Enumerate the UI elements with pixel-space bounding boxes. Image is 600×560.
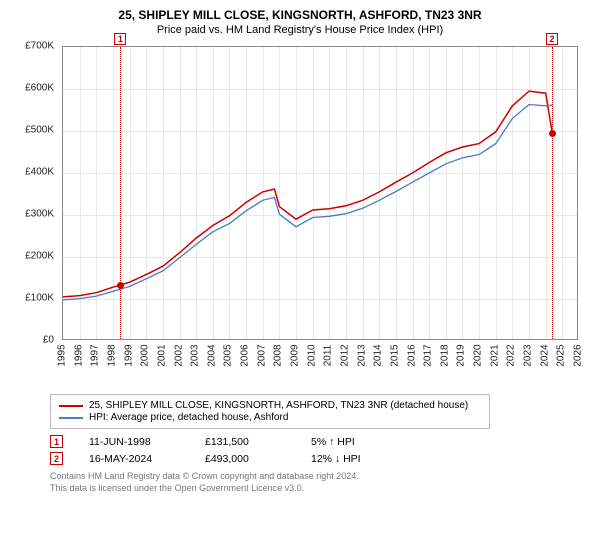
x-tick-label: 1999 [123,344,134,366]
event-date: 16-MAY-2024 [89,453,179,465]
x-tick-label: 2026 [573,344,584,366]
x-tick-label: 2004 [206,344,217,366]
event-price: £493,000 [205,453,285,465]
event-marker: 2 [50,452,63,465]
event-marker: 1 [50,435,63,448]
attribution-text: Contains HM Land Registry data © Crown c… [50,471,588,494]
attribution-line-2: This data is licensed under the Open Gov… [50,483,588,495]
y-tick-label: £0 [43,335,54,346]
marker-dot [549,130,556,137]
y-tick-label: £400K [25,167,54,178]
x-tick-label: 2019 [456,344,467,366]
x-tick-label: 1997 [90,344,101,366]
attribution-line-1: Contains HM Land Registry data © Crown c… [50,471,588,483]
marker-badge: 1 [114,33,126,45]
chart-container: 25, SHIPLEY MILL CLOSE, KINGSNORTH, ASHF… [0,0,600,560]
x-tick-label: 2021 [489,344,500,366]
series-hpi [63,105,552,300]
marker-guide [120,47,121,339]
y-tick-label: £200K [25,251,54,262]
x-tick-label: 2022 [506,344,517,366]
x-tick-label: 2008 [273,344,284,366]
x-tick-label: 2002 [173,344,184,366]
x-tick-label: 2012 [339,344,350,366]
event-delta: 5% ↑ HPI [311,436,401,448]
event-row: 2 16-MAY-2024 £493,000 12% ↓ HPI [50,452,588,465]
marker-guide [552,47,553,339]
plot-region: 12 [62,46,578,340]
x-tick-label: 1998 [106,344,117,366]
y-tick-label: £300K [25,209,54,220]
legend-item: HPI: Average price, detached house, Ashf… [59,412,481,423]
x-tick-label: 2005 [223,344,234,366]
event-price: £131,500 [205,436,285,448]
x-tick-label: 2013 [356,344,367,366]
chart-area: 12 £0 £100K £200K £300K £400K £500K £600K £700K… [12,42,588,386]
x-tick-label: 2009 [290,344,301,366]
x-tick-label: 2014 [373,344,384,366]
x-tick-label: 2020 [473,344,484,366]
events-table: 1 11-JUN-1998 £131,500 5% ↑ HPI 2 16-MAY-2024… [50,435,588,465]
chart-title: 25, SHIPLEY MILL CLOSE, KINGSNORTH, ASHF… [12,8,588,22]
x-tick-label: 2006 [240,344,251,366]
x-tick-label: 2000 [140,344,151,366]
legend-box: 25, SHIPLEY MILL CLOSE, KINGSNORTH, ASHF… [50,394,490,429]
legend-label: 25, SHIPLEY MILL CLOSE, KINGSNORTH, ASHF… [89,400,468,411]
x-tick-label: 2017 [423,344,434,366]
marker-badge: 2 [546,33,558,45]
legend-item: 25, SHIPLEY MILL CLOSE, KINGSNORTH, ASHF… [59,400,481,411]
x-tick-label: 2023 [523,344,534,366]
x-tick-label: 1995 [57,344,68,366]
x-tick-label: 2010 [306,344,317,366]
x-tick-label: 2025 [556,344,567,366]
title-block: 25, SHIPLEY MILL CLOSE, KINGSNORTH, ASHF… [12,8,588,36]
event-row: 1 11-JUN-1998 £131,500 5% ↑ HPI [50,435,588,448]
x-tick-label: 2015 [389,344,400,366]
x-tick-label: 2018 [439,344,450,366]
chart-subtitle: Price paid vs. HM Land Registry's House … [12,24,588,36]
x-tick-label: 2024 [539,344,550,366]
line-layer [63,47,579,341]
y-tick-label: £700K [25,41,54,52]
x-tick-label: 2007 [256,344,267,366]
y-tick-label: £100K [25,293,54,304]
legend-swatch [59,405,83,407]
series-price_paid [63,91,552,297]
event-delta: 12% ↓ HPI [311,453,401,465]
x-tick-label: 2011 [323,345,334,367]
x-tick-label: 2016 [406,344,417,366]
legend-label: HPI: Average price, detached house, Ashf… [89,412,288,423]
event-date: 11-JUN-1998 [89,436,179,448]
x-tick-label: 1996 [73,344,84,366]
x-tick-label: 2001 [156,344,167,366]
y-tick-label: £600K [25,83,54,94]
y-tick-label: £500K [25,125,54,136]
legend-swatch [59,417,83,419]
x-tick-label: 2003 [190,344,201,366]
